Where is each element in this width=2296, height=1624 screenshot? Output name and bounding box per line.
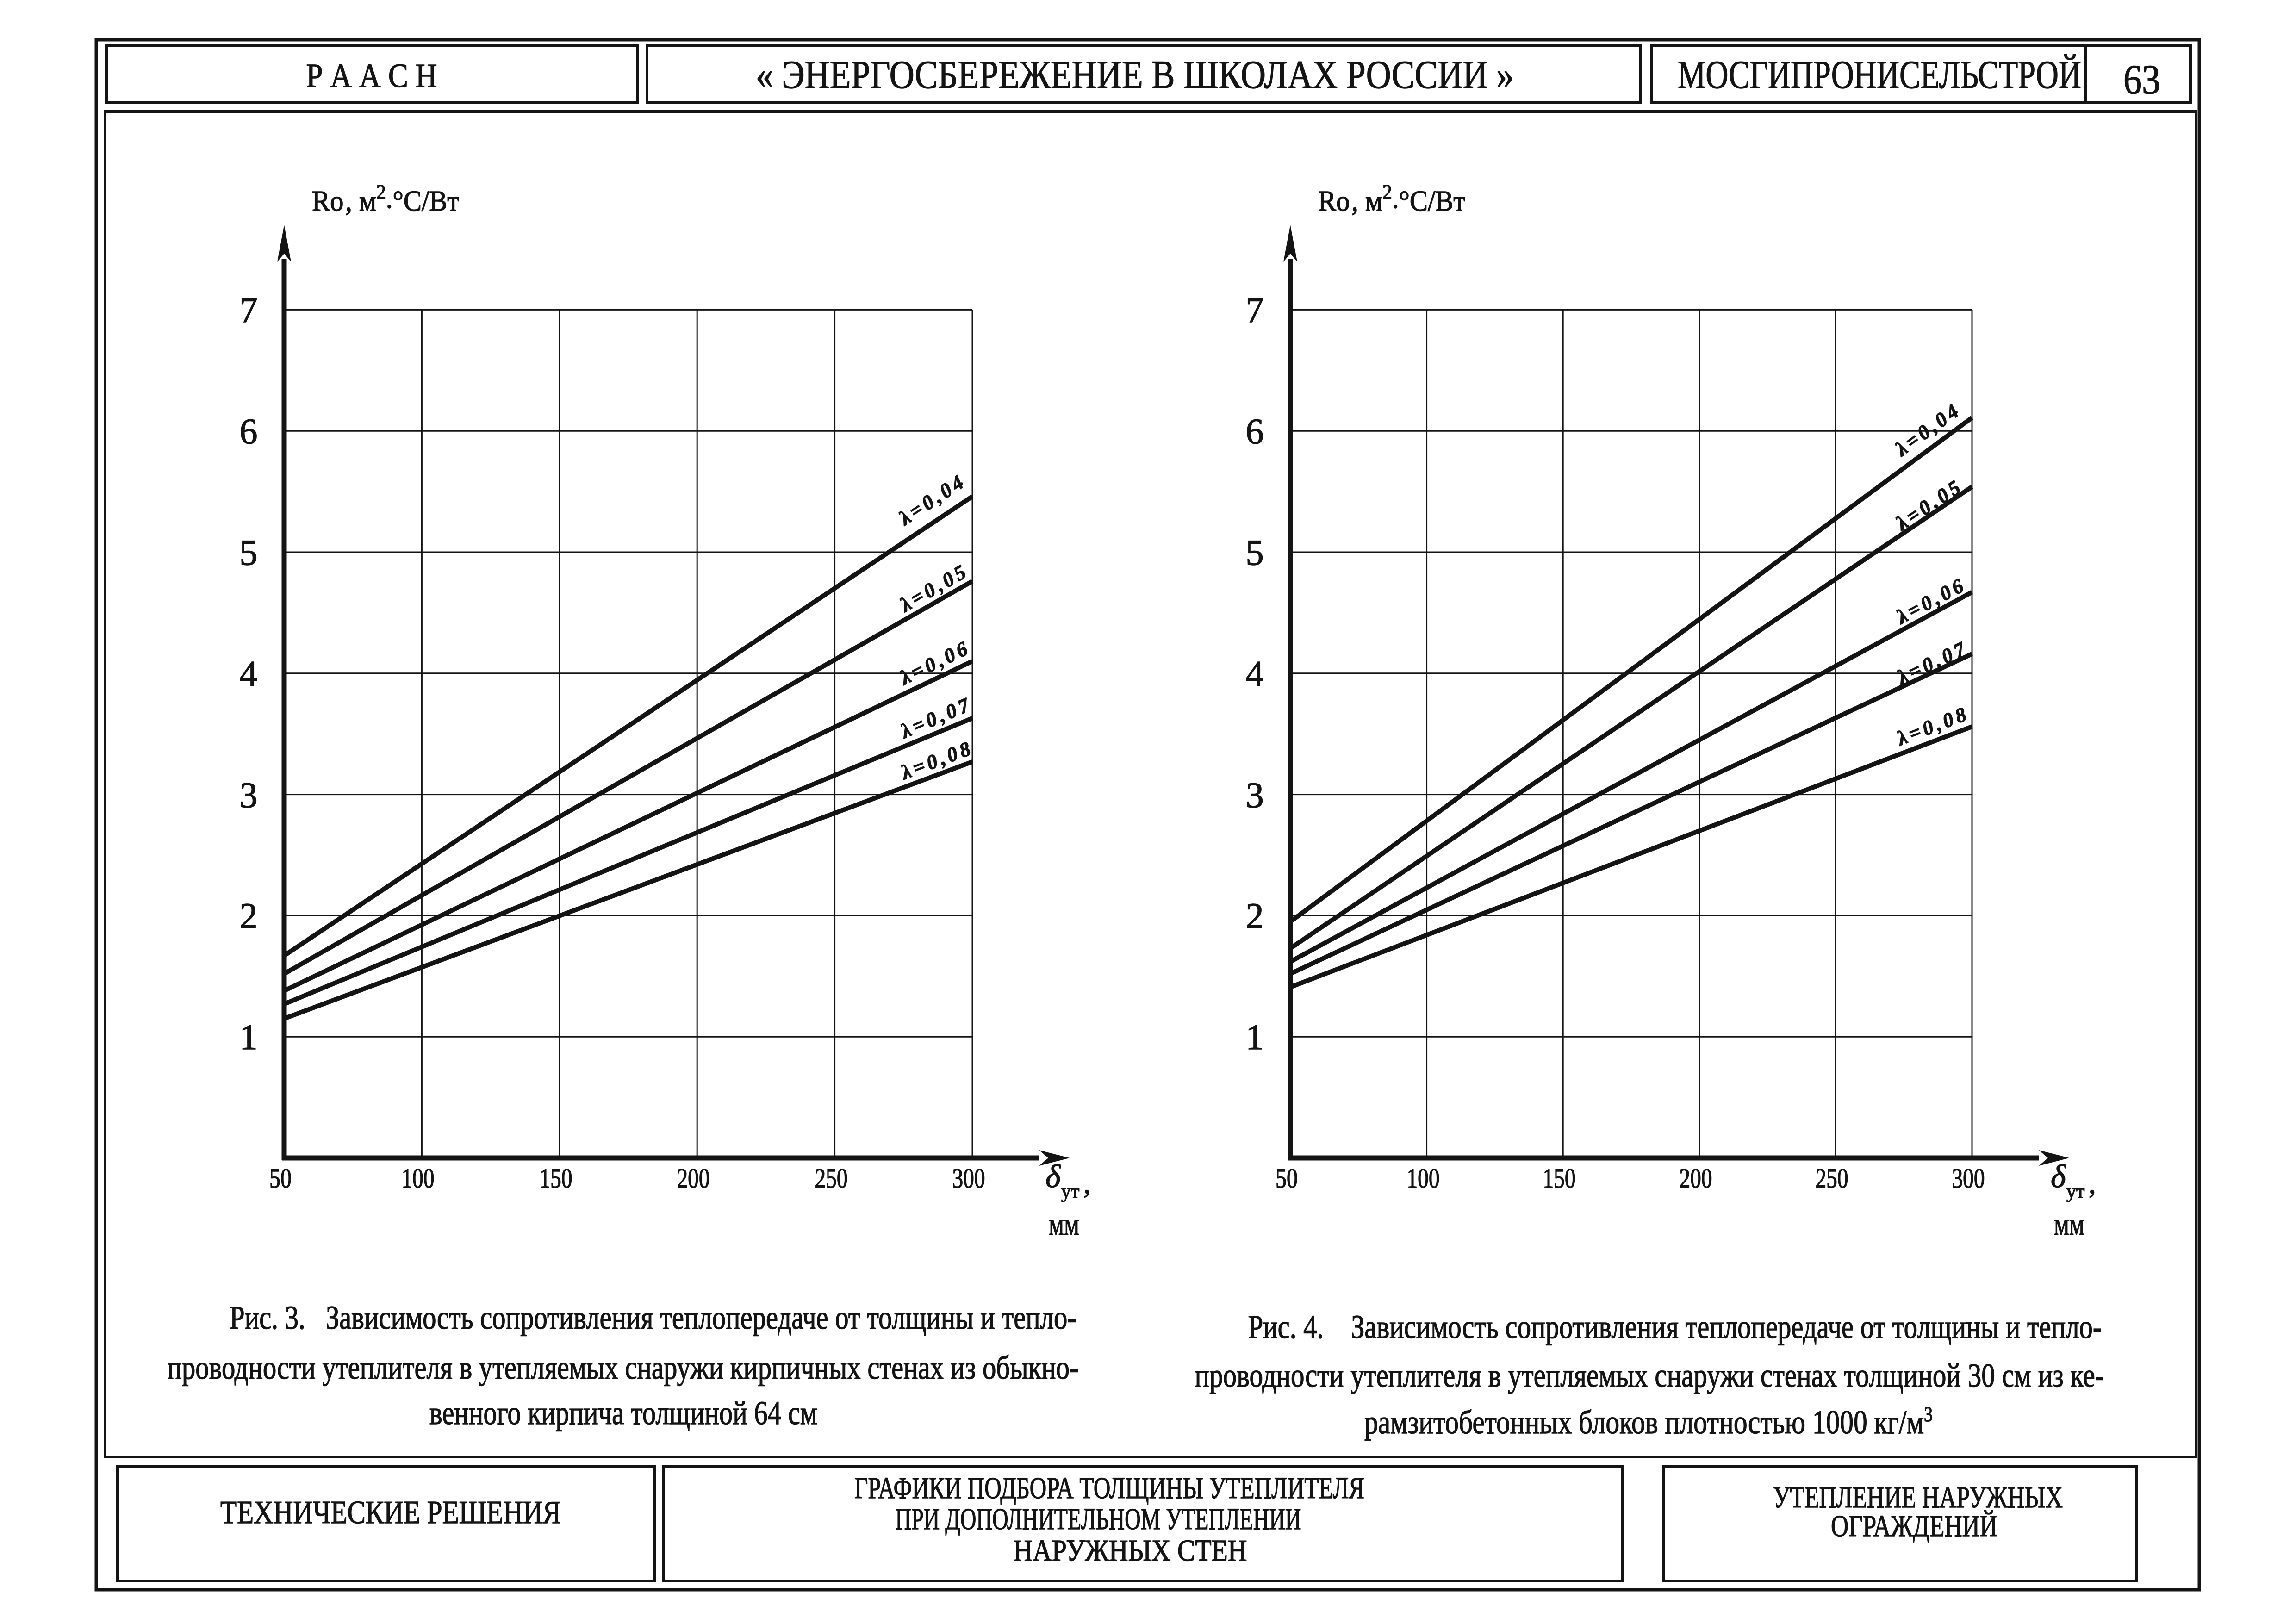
svg-text:ут: ут	[2066, 1181, 2084, 1202]
svg-text:200: 200	[677, 1163, 710, 1194]
svg-text:300: 300	[1952, 1163, 1985, 1194]
svg-text:4: 4	[240, 653, 258, 694]
svg-text:50: 50	[269, 1163, 292, 1194]
svg-text:Р А А С Н: Р А А С Н	[306, 57, 437, 94]
svg-text:НАРУЖНЫХ СТЕН: НАРУЖНЫХ СТЕН	[1014, 1534, 1247, 1568]
svg-text:2: 2	[1246, 896, 1264, 936]
svg-text:5: 5	[1246, 532, 1264, 572]
svg-text:100: 100	[1407, 1163, 1440, 1194]
svg-text:50: 50	[1276, 1163, 1298, 1194]
svg-text:ОГРАЖДЕНИЙ: ОГРАЖДЕНИЙ	[1831, 1509, 1997, 1543]
svg-text:250: 250	[1816, 1163, 1848, 1194]
svg-text:63: 63	[2123, 57, 2160, 103]
svg-text:рамзитобетонных блоков плотнос: рамзитобетонных блоков плотностью 1000 к…	[1364, 1402, 1933, 1441]
svg-text:ут: ут	[1061, 1181, 1079, 1202]
svg-text:проводности утеплителя в утепл: проводности утеплителя в утепляемых снар…	[168, 1349, 1079, 1386]
svg-text:3: 3	[1246, 775, 1264, 815]
svg-text:МОСГИПРОНИСЕЛЬСТРОЙ: МОСГИПРОНИСЕЛЬСТРОЙ	[1678, 52, 2081, 97]
svg-text:ГРАФИКИ ПОДБОРА ТОЛЩИНЫ УТЕПЛИ: ГРАФИКИ ПОДБОРА ТОЛЩИНЫ УТЕПЛИТЕЛЯ	[854, 1471, 1364, 1505]
svg-text:Ro,м2.°С/Вт: Ro, м2.°С/Вт	[1318, 180, 1465, 217]
svg-text:Рис. 3. Зависимость сопротив: Рис. 3. Зависимость сопротивления теплоп…	[230, 1299, 1076, 1336]
svg-text:,: ,	[2089, 1168, 2096, 1200]
svg-text:5: 5	[240, 532, 258, 572]
svg-text:λ=0,05: λ=0,05	[1891, 476, 1965, 535]
svg-text:250: 250	[815, 1163, 848, 1194]
svg-text:6: 6	[1246, 411, 1264, 451]
svg-text:мм: мм	[1049, 1207, 1079, 1242]
svg-text:2: 2	[240, 896, 258, 936]
svg-text:δ: δ	[2051, 1159, 2066, 1195]
svg-text:3: 3	[240, 775, 258, 815]
svg-text:δ: δ	[1045, 1159, 1061, 1195]
svg-text:6: 6	[240, 411, 258, 451]
svg-text:« ЭНЕРГОСБЕРЕЖЕНИЕ В ШКОЛАХ РО: « ЭНЕРГОСБЕРЕЖЕНИЕ В ШКОЛАХ РОССИИ »	[756, 52, 1514, 97]
svg-text:150: 150	[1543, 1163, 1576, 1194]
svg-text:100: 100	[402, 1163, 435, 1194]
svg-text:1: 1	[240, 1017, 258, 1057]
svg-text:проводности утеплителя в утепл: проводности утеплителя в утепляемых снар…	[1195, 1357, 2104, 1394]
svg-text:мм: мм	[2054, 1207, 2084, 1242]
svg-text:,: ,	[1083, 1168, 1091, 1200]
svg-text:Ro,м2.°С/Вт: Ro, м2.°С/Вт	[312, 180, 459, 217]
svg-text:7: 7	[1246, 290, 1264, 330]
svg-text:λ=0,07: λ=0,07	[1893, 637, 1970, 689]
svg-text:200: 200	[1680, 1163, 1712, 1194]
svg-text:ПРИ ДОПОЛНИТЕЛЬНОМ УТЕПЛЕНИИ: ПРИ ДОПОЛНИТЕЛЬНОМ УТЕПЛЕНИИ	[896, 1502, 1301, 1536]
svg-text:УТЕПЛЕНИЕ НАРУЖНЫХ: УТЕПЛЕНИЕ НАРУЖНЫХ	[1773, 1481, 2063, 1514]
svg-text:4: 4	[1246, 653, 1264, 694]
svg-text:300: 300	[952, 1163, 985, 1194]
svg-text:1: 1	[1246, 1017, 1264, 1057]
svg-text:λ=0,04: λ=0,04	[894, 471, 968, 530]
svg-text:Рис. 4. Зависимость сопроти: Рис. 4. Зависимость сопротивления теплоп…	[1248, 1308, 2102, 1345]
svg-text:венного кирпича толщиной 64 см: венного кирпича толщиной 64 см	[429, 1394, 817, 1431]
svg-text:ТЕХНИЧЕСКИЕ РЕШЕНИЯ: ТЕХНИЧЕСКИЕ РЕШЕНИЯ	[220, 1495, 561, 1531]
svg-text:7: 7	[240, 290, 258, 330]
svg-text:150: 150	[540, 1163, 572, 1194]
